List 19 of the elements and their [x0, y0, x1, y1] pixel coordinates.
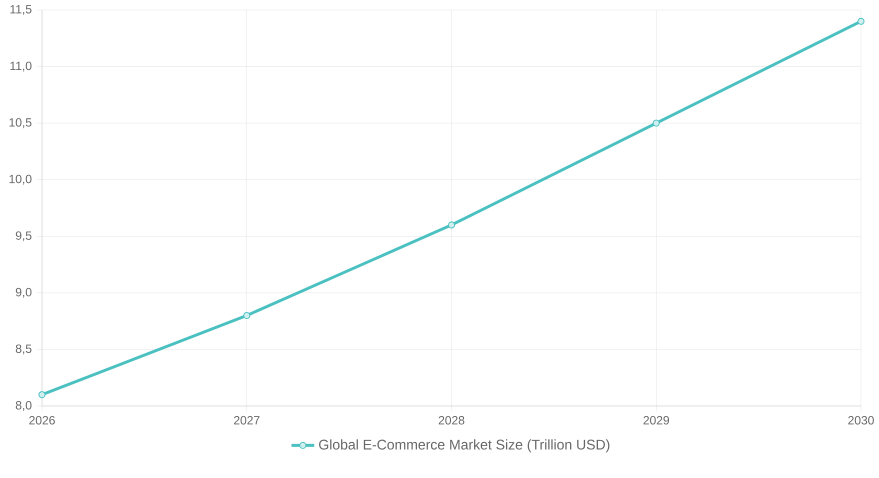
- y-tick-label: 10,5: [10, 118, 32, 128]
- point: [857, 18, 865, 25]
- legend-label: Global E-Commerce Market Size (Trillion USD): [319, 439, 610, 452]
- y-tick-label: 8,5: [16, 344, 32, 354]
- point: [38, 391, 46, 398]
- x-tick-label: 2029: [644, 416, 670, 425]
- y-tick-label: 10,0: [10, 174, 32, 185]
- y-tick-label: 8,0: [16, 401, 32, 411]
- x-tick-label: 2026: [29, 416, 55, 425]
- y-tick-label: 11,0: [10, 62, 32, 72]
- y-tick-label: 9,5: [16, 231, 32, 242]
- point: [243, 312, 250, 320]
- y-tick-label: 9,0: [16, 288, 32, 298]
- point: [652, 120, 660, 127]
- x-tick-label: 2027: [234, 416, 260, 425]
- point: [448, 221, 456, 228]
- y-tick-label: 11,5: [10, 5, 32, 15]
- x-tick-label: 2028: [438, 416, 464, 425]
- x-tick-label: 2030: [848, 416, 874, 425]
